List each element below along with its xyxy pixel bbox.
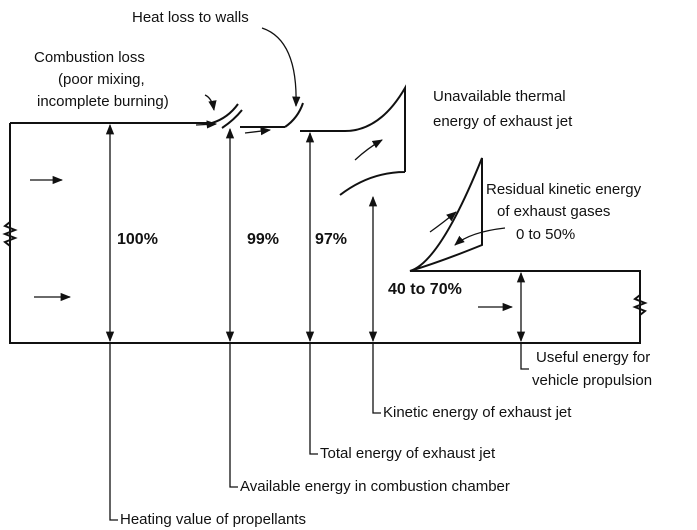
leader-lines — [109, 27, 529, 521]
label: Total energy of exhaust jet — [320, 445, 496, 462]
label: Kinetic energy of exhaust jet — [383, 404, 572, 421]
label: energy of exhaust jet — [433, 113, 573, 130]
label: vehicle propulsion — [532, 372, 652, 389]
percentage: 97% — [315, 231, 347, 248]
labels: Heat loss to walls Combustion loss (poor… — [34, 9, 652, 528]
label: of exhaust gases — [497, 203, 610, 220]
label: Heating value of propellants — [120, 511, 306, 528]
label: Useful energy for — [536, 349, 650, 366]
flow-arrows — [30, 120, 514, 312]
label: Combustion loss — [34, 49, 145, 66]
label: Residual kinetic energy — [486, 181, 642, 198]
measure-arrows — [105, 123, 526, 343]
percentage: 40 to 70% — [388, 281, 462, 298]
label: Heat loss to walls — [132, 9, 249, 26]
label: Unavailable thermal — [433, 88, 566, 105]
percentage: 100% — [117, 231, 158, 248]
label: 0 to 50% — [516, 226, 575, 243]
label: Available energy in combustion chamber — [240, 478, 510, 495]
percentage: 99% — [247, 231, 279, 248]
label: incomplete burning) — [37, 93, 169, 110]
label: (poor mixing, — [58, 71, 145, 88]
